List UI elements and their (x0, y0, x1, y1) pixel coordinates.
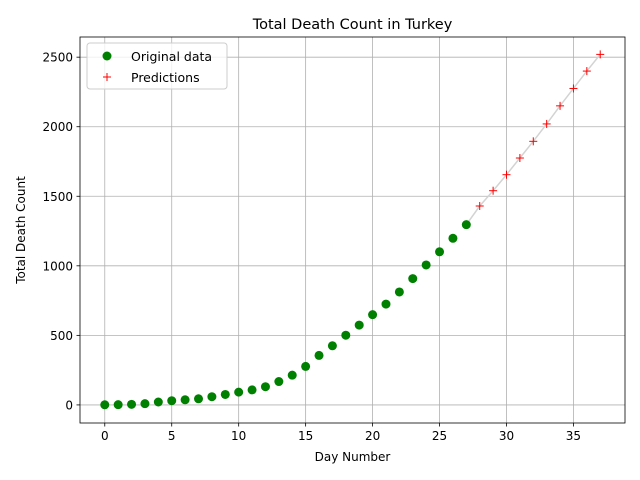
original-data-point (153, 397, 163, 407)
x-tick-label: 25 (432, 429, 447, 443)
original-data-point (301, 361, 311, 371)
data-points (100, 50, 605, 410)
original-data-point (314, 350, 324, 360)
y-tick-label: 2500 (42, 51, 73, 65)
x-tick-label: 5 (168, 429, 176, 443)
x-axis-label: Day Number (315, 450, 391, 464)
x-tick-label: 35 (566, 429, 581, 443)
legend-marker-original-data (102, 51, 112, 61)
original-data-point (207, 392, 217, 402)
prediction-point (582, 67, 591, 76)
original-data-point (341, 330, 351, 340)
y-axis-ticks: 0 500 1000 1500 2000 2500 (42, 51, 80, 412)
legend-box (86, 42, 228, 90)
original-data-point (194, 394, 204, 404)
x-tick-label: 20 (365, 429, 380, 443)
x-tick-label: 10 (231, 429, 246, 443)
legend: Original data Predictions (86, 42, 228, 90)
x-tick-label: 15 (298, 429, 313, 443)
prediction-point (569, 84, 578, 93)
original-data-point (180, 395, 190, 405)
prediction-point (502, 170, 511, 179)
original-data-point (461, 220, 471, 230)
prediction-point (556, 101, 565, 110)
original-data-point (381, 299, 391, 309)
original-data-point (368, 310, 378, 320)
original-data-point (394, 287, 404, 297)
original-data-point (140, 399, 150, 409)
original-data-point (435, 247, 445, 257)
original-data-point (113, 400, 123, 410)
prediction-point (596, 50, 605, 59)
prediction-point (529, 137, 538, 146)
original-data-point (287, 370, 297, 380)
y-tick-label: 0 (65, 398, 73, 412)
x-tick-label: 30 (499, 429, 514, 443)
original-data-point (408, 274, 418, 284)
original-data-point (234, 387, 244, 397)
y-tick-label: 1500 (42, 190, 73, 204)
original-data-point (354, 320, 364, 330)
x-tick-label: 0 (101, 429, 109, 443)
legend-marker-predictions (103, 73, 111, 81)
prediction-point (489, 186, 498, 195)
y-axis-label: Total Death Count (14, 176, 28, 285)
y-tick-label: 2000 (42, 120, 73, 134)
prediction-point (475, 202, 484, 211)
y-tick-label: 1000 (42, 259, 73, 273)
y-tick-label: 500 (50, 329, 73, 343)
legend-label-predictions: Predictions (131, 70, 200, 85)
original-data-point (167, 396, 177, 406)
original-data-point (274, 377, 284, 387)
plot-frame (79, 36, 626, 424)
chart-title: Total Death Count in Turkey (252, 17, 453, 33)
x-axis-ticks: 0 5 10 15 20 25 30 35 (101, 423, 581, 443)
original-data-point (247, 385, 257, 395)
original-data-point (100, 400, 110, 410)
original-data-point (448, 233, 458, 243)
original-data-point (127, 399, 137, 409)
original-data-point (260, 382, 270, 392)
legend-label-original-data: Original data (131, 49, 212, 64)
prediction-point (542, 119, 551, 128)
original-data-point (327, 341, 337, 351)
original-data-point (220, 389, 230, 399)
prediction-point (515, 154, 524, 163)
original-data-point (421, 260, 431, 270)
